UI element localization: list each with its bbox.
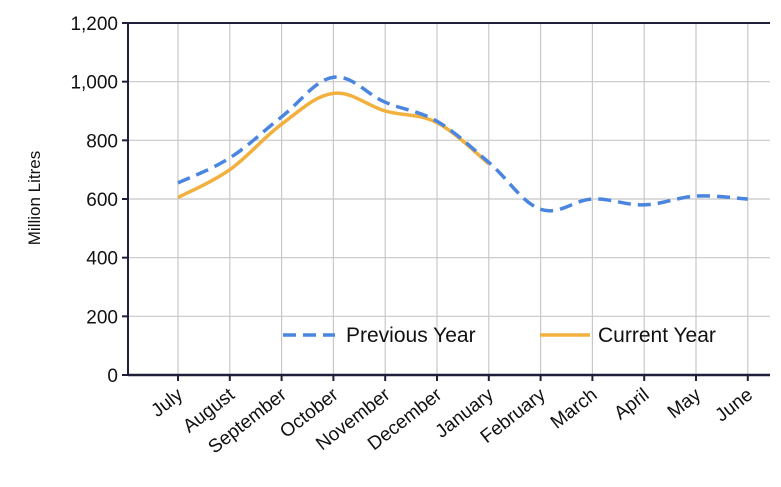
y-tick-labels: 0 200 400 600 800 1,000 1,200 — [70, 14, 118, 387]
y-tick-label: 1,000 — [70, 73, 118, 94]
y-axis-title: Million Litres — [25, 151, 44, 245]
series — [177, 75, 748, 213]
x-tick-label: June — [711, 384, 756, 426]
x-tick-label: July — [148, 384, 188, 422]
x-tick-label: May — [664, 384, 706, 423]
y-tick-label: 400 — [86, 249, 118, 270]
legend-label-current-year: Current Year — [598, 324, 716, 347]
legend-label-previous-year: Previous Year — [346, 324, 476, 347]
axes — [122, 22, 770, 381]
x-tick-label: March — [547, 384, 602, 433]
y-tick-label: 0 — [107, 366, 118, 387]
series-line-previous-year — [177, 75, 748, 213]
x-tick-labels: JulyAugustSeptemberOctoberNovemberDecemb… — [148, 384, 757, 458]
y-tick-label: 600 — [86, 190, 118, 211]
grid — [128, 22, 770, 375]
y-tick-label: 800 — [86, 131, 118, 152]
y-tick-label: 1,200 — [70, 14, 118, 35]
legend: Previous Year Current Year — [283, 324, 716, 347]
x-tick-label: April — [610, 384, 653, 424]
y-tick-label: 200 — [86, 307, 118, 328]
